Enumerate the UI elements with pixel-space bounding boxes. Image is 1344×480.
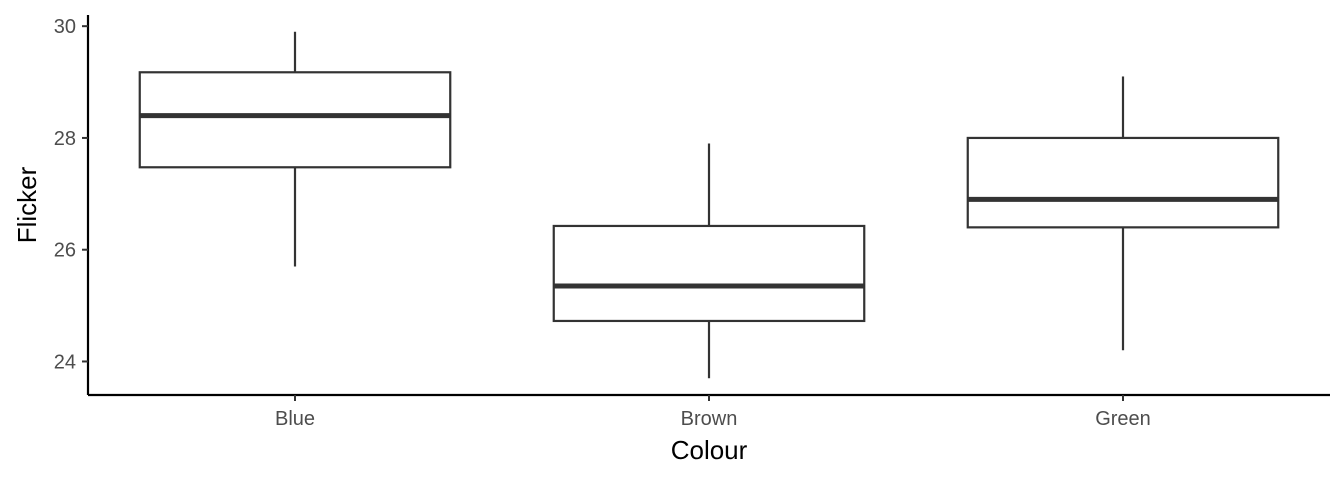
x-tick-label: Blue — [275, 408, 315, 430]
iqr-box — [138, 71, 452, 169]
y-tick-label: 26 — [54, 240, 76, 262]
boxplot-brown — [552, 143, 866, 379]
y-tick-label: 28 — [54, 128, 76, 150]
boxplot-green — [966, 76, 1280, 351]
x-axis-title: Colour — [671, 435, 748, 465]
x-tick-label: Green — [1095, 408, 1151, 430]
boxplot-blue — [138, 31, 452, 267]
boxes-layer — [138, 31, 1280, 379]
y-axis-title: Flicker — [12, 166, 42, 243]
iqr-box — [966, 136, 1280, 229]
y-tick-label: 24 — [54, 351, 76, 373]
x-tick-label: Brown — [681, 408, 738, 430]
iqr-box — [552, 224, 866, 323]
axes-layer: 24 26 28 30 Blue Brown Green — [54, 15, 1330, 430]
y-tick-label: 30 — [54, 16, 76, 38]
